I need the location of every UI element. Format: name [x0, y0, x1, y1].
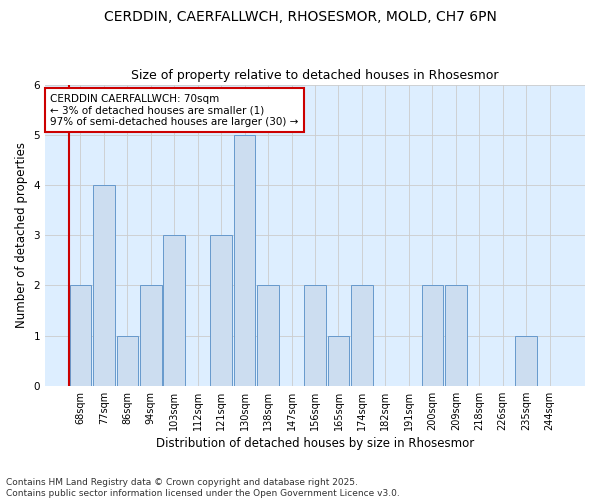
Bar	[93, 185, 115, 386]
Title: Size of property relative to detached houses in Rhosesmor: Size of property relative to detached ho…	[131, 69, 499, 82]
Bar	[304, 286, 326, 386]
Bar	[422, 286, 443, 386]
Bar	[140, 286, 161, 386]
Text: CERDDIN, CAERFALLWCH, RHOSESMOR, MOLD, CH7 6PN: CERDDIN, CAERFALLWCH, RHOSESMOR, MOLD, C…	[104, 10, 496, 24]
Y-axis label: Number of detached properties: Number of detached properties	[15, 142, 28, 328]
X-axis label: Distribution of detached houses by size in Rhosesmor: Distribution of detached houses by size …	[156, 437, 474, 450]
Bar	[515, 336, 537, 386]
Bar	[234, 135, 256, 386]
Bar	[351, 286, 373, 386]
Bar	[70, 286, 91, 386]
Text: Contains HM Land Registry data © Crown copyright and database right 2025.
Contai: Contains HM Land Registry data © Crown c…	[6, 478, 400, 498]
Bar	[257, 286, 279, 386]
Bar	[328, 336, 349, 386]
Bar	[116, 336, 138, 386]
Bar	[445, 286, 467, 386]
Bar	[211, 235, 232, 386]
Bar	[163, 235, 185, 386]
Text: CERDDIN CAERFALLWCH: 70sqm
← 3% of detached houses are smaller (1)
97% of semi-d: CERDDIN CAERFALLWCH: 70sqm ← 3% of detac…	[50, 94, 299, 127]
